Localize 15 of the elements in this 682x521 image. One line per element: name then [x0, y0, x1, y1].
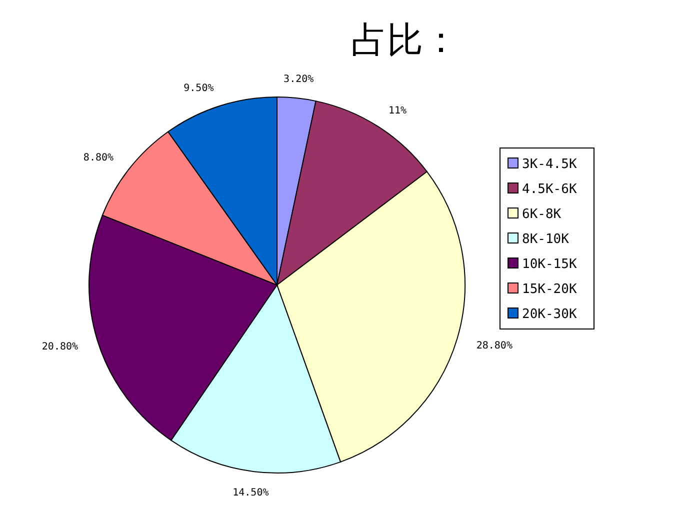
legend-label: 10K-15K	[522, 257, 577, 272]
data-label: 28.80%	[476, 340, 512, 352]
legend-label: 8K-10K	[522, 232, 570, 247]
data-label: 3.20%	[284, 74, 314, 86]
chart-title: 占比：	[351, 20, 459, 61]
legend-label: 6K-8K	[522, 207, 562, 222]
legend-label: 3K-4.5K	[522, 157, 577, 172]
legend-label: 15K-20K	[522, 282, 577, 297]
data-label: 11%	[388, 105, 407, 116]
data-label: 14.50%	[232, 487, 269, 498]
legend-label: 4.5K-6K	[522, 182, 577, 197]
legend-label: 20K-30K	[522, 307, 577, 322]
data-label: 20.80%	[42, 342, 78, 353]
data-label: 9.50%	[184, 82, 214, 94]
data-label: 8.80%	[83, 152, 114, 164]
